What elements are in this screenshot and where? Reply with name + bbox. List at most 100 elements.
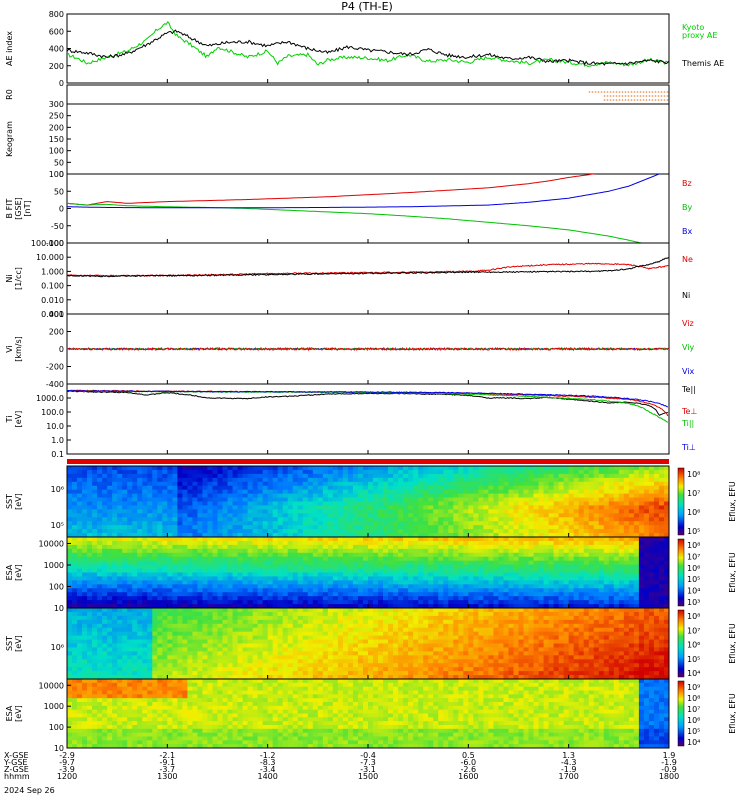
series-line-ni	[66, 256, 670, 278]
series-line-ne	[66, 262, 670, 277]
panel-frame	[66, 383, 670, 455]
footer-value: -3.1	[360, 765, 376, 774]
y-tick-label: -50	[51, 222, 64, 231]
footer-value: -3.9	[59, 765, 75, 774]
footer-row-label: Y-GSE	[3, 758, 27, 767]
colorbar-label: Eflux, EFU	[728, 693, 737, 734]
y-tick-label: 100.000	[31, 239, 64, 248]
panel-ylabel-line: [km/s]	[14, 336, 23, 362]
legend-label: Bz	[682, 179, 692, 188]
date-label: 2024 Sep 26	[4, 786, 55, 795]
footer-value: -3.7	[160, 765, 176, 774]
colorbar-tick-label: 10⁴	[687, 669, 700, 678]
legend-label: Ne	[682, 255, 693, 264]
y-tick-label: 1.0	[51, 436, 64, 445]
colorbar	[677, 467, 685, 536]
colorbar-tick-label: 10⁷	[687, 705, 700, 714]
colorbar-tick-label: 10⁶	[687, 564, 700, 573]
panel-ylabel-line: Keogram	[5, 121, 14, 157]
y-tick-label: 0.001	[41, 310, 64, 319]
legend-label: Te||	[681, 385, 696, 394]
spectrogram-cells	[67, 537, 670, 609]
y-tick-label: 10000	[39, 539, 64, 548]
legend-label: Ti||	[681, 419, 694, 428]
legend-entry: By	[682, 203, 692, 212]
footer-value: 0.5	[462, 751, 475, 760]
panel-ylabel: SST [eV]	[5, 493, 23, 510]
colorbar-tick-label: 10⁵	[687, 575, 700, 584]
colorbar	[677, 538, 685, 607]
panel-ylabel-line: [nT]	[23, 200, 32, 216]
y-tick-label: 1000	[44, 561, 64, 570]
panel-frame	[66, 242, 670, 315]
panel-ylabel-line: B FIT	[5, 198, 14, 218]
legend-entry: Viy	[682, 343, 695, 352]
panel-ylabel: Keogram	[5, 121, 14, 157]
panel-ylabel-line: Vi	[5, 345, 14, 353]
y-tick-label: 250	[49, 112, 64, 121]
footer-value: 1200	[57, 772, 77, 781]
panel-ylabel: ESA [eV]	[5, 564, 23, 581]
series-line-kyoto-proxy-ae	[66, 21, 670, 67]
footer-value: -8.3	[260, 758, 276, 767]
spectrogram-cells	[67, 679, 670, 749]
y-tick-label: 10000	[39, 681, 64, 690]
spectrogram-cells	[67, 466, 670, 538]
footer-row-label: Z-GSE	[4, 765, 29, 774]
colorbar-tick-label: 10⁸	[687, 694, 700, 703]
colorbar-tick-label: 10⁹	[687, 683, 700, 692]
y-tick-label: -400	[46, 380, 64, 389]
y-tick-label: 100	[49, 723, 64, 732]
panel-ylabel: Ni [1/cc]	[5, 267, 23, 290]
footer-value: 1.3	[562, 751, 575, 760]
velocity-panel: Vi [km/s] 400 200 0 -200 -400 Viz Viy Vix	[5, 310, 695, 389]
y-tick-label: 400	[49, 45, 64, 54]
footer-value: -2.1	[160, 751, 176, 760]
footer-value: -1.9	[561, 765, 577, 774]
panel-ylabel-line: [GSE]	[14, 197, 23, 220]
footer-value: 1600	[458, 772, 478, 781]
panel-ylabel: Ti [eV]	[5, 411, 23, 428]
keogram-panel: Keogram 300 250 200 150 100 50 0	[5, 100, 670, 179]
footer-value: 1700	[558, 772, 578, 781]
panel-ylabel-line: Ni	[5, 274, 14, 282]
y-tick-label: 100.0	[41, 408, 64, 417]
y-tick-label: 600	[49, 27, 64, 36]
legend-entry: Ni	[682, 291, 690, 300]
y-tick-label: 10⁶	[51, 485, 64, 494]
colorbar-tick-label: 10⁴	[687, 587, 700, 596]
legend-entry: Bx	[682, 227, 692, 236]
y-tick-label: 10.0	[46, 422, 64, 431]
footer-value: -9.7	[59, 758, 75, 767]
legend-label: Viz	[682, 319, 694, 328]
colorbar-tick-label: 10⁴	[687, 738, 700, 747]
y-tick-label: 400	[49, 310, 64, 319]
panel-frame	[66, 84, 670, 105]
y-tick-label: 10⁶	[51, 643, 64, 652]
y-tick-label: 0.100	[41, 282, 64, 291]
y-tick-label: 10.000	[36, 253, 64, 262]
footer-value: -1.2	[260, 751, 276, 760]
panel-ylabel: SST [eV]	[5, 635, 23, 652]
legend-entry: Ti||	[681, 419, 694, 428]
legend-entry: Te||	[681, 385, 696, 394]
footer-value: -0.4	[360, 751, 376, 760]
footer-value: -2.6	[461, 765, 477, 774]
footer-value: -7.3	[360, 758, 376, 767]
y-tick-label: 0.1	[51, 450, 64, 459]
legend-entry: Te⊥	[681, 407, 697, 416]
legend-label: Kyoto	[682, 23, 704, 32]
series-line-3	[66, 389, 669, 408]
y-tick-label: 50	[54, 158, 64, 167]
footer-value: -1.9	[661, 758, 677, 767]
panel-ylabel-line: [eV]	[14, 493, 23, 510]
y-tick-label: 1000.0	[36, 394, 64, 403]
y-tick-label: 50	[54, 187, 64, 196]
panel-frame	[66, 173, 670, 244]
legend-entry: Themis AE	[681, 59, 724, 68]
footer-value: 1800	[659, 772, 679, 781]
panel-ylabel-line: ESA	[5, 564, 14, 580]
y-tick-label: 10	[54, 604, 64, 613]
